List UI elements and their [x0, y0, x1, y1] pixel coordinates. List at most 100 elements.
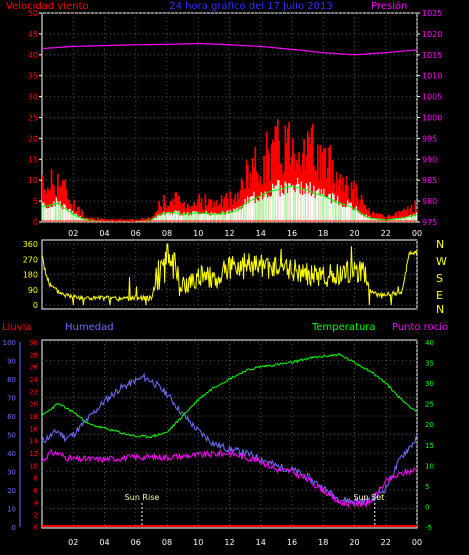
wind-avg-bar [353, 209, 355, 222]
pressure-y-tick-label: 980 [422, 197, 437, 206]
wind-x-tick-label: 18 [318, 229, 328, 238]
wind-avg-bar [64, 204, 67, 222]
wind-avg-bar [227, 210, 229, 222]
wind-avg-bar [63, 203, 65, 222]
wind-gust-bar [277, 119, 279, 222]
wind-avg-bar [49, 206, 52, 222]
direction-y-tick-label: 90 [28, 286, 38, 295]
wind-gust-bar [257, 174, 259, 222]
wind-avg-bar [318, 188, 320, 222]
wind-avg-bar [268, 195, 270, 222]
wind-x-tick-label: 20 [349, 229, 359, 238]
pressure-y-tick-label: 1015 [422, 51, 442, 60]
wind-gust-bar [60, 187, 63, 222]
wind-gust-bar [319, 144, 322, 222]
rain-y-tick-label: 22 [29, 388, 38, 396]
wind-gust-bar [129, 218, 132, 222]
wind-avg-bar [405, 216, 408, 222]
rain-y-tick-label: 16 [29, 425, 38, 433]
wind-avg-bar [240, 209, 243, 222]
wind-avg-bar [413, 214, 415, 222]
wind-gust-bar [224, 196, 227, 222]
wind-avg-bar [314, 198, 317, 222]
wind-avg-bar [370, 218, 373, 222]
wind-avg-bar [377, 218, 379, 222]
thp-x-tick-label: 20 [349, 538, 359, 547]
wind-avg-bar [224, 214, 227, 222]
wind-avg-bar [298, 183, 300, 222]
wind-avg-bar [193, 211, 195, 222]
wind-avg-bar [70, 211, 73, 222]
humidity-y-tick-label: 0 [12, 524, 16, 532]
wind-gust-bar [97, 217, 99, 222]
wind-y-tick-label: 45 [28, 30, 38, 39]
rain-y-tick-label: 6 [34, 487, 39, 495]
wind-avg-bar [309, 181, 312, 222]
direction-label-s: S [436, 272, 443, 285]
wind-gust-bar [307, 131, 309, 222]
wind-gust-bar [275, 127, 278, 222]
wind-gust-bar [292, 138, 294, 222]
wind-gust-bar [225, 192, 228, 222]
wind-avg-bar [354, 209, 357, 222]
wind-avg-bar [202, 213, 204, 222]
wind-avg-bar [190, 215, 193, 222]
wind-avg-bar [307, 185, 309, 222]
wind-avg-bar [373, 218, 375, 222]
wind-gust-bar [57, 173, 59, 222]
wind-gust-bar [169, 201, 172, 222]
wind-gust-bar [163, 194, 165, 222]
temperature-y-tick-label: 20 [425, 421, 434, 429]
wind-gust-bar [339, 173, 342, 222]
wind-avg-bar [393, 218, 395, 222]
rain-y-tick-label: 18 [29, 413, 38, 421]
wind-gust-bar [229, 191, 232, 222]
wind-gust-bar [285, 143, 288, 222]
rain-label: Lluvia [2, 322, 32, 333]
wind-avg-bar [317, 189, 319, 222]
wind-speed-title: Velocidad viento [6, 1, 89, 12]
wind-avg-bar [392, 218, 394, 222]
wind-avg-bar [187, 211, 189, 222]
wind-avg-bar [400, 217, 403, 222]
wind-avg-bar [255, 199, 258, 222]
wind-avg-bar [399, 217, 402, 222]
wind-avg-bar [233, 208, 235, 222]
wind-avg-bar [367, 217, 369, 222]
wind-gust-bar [197, 199, 199, 222]
wind-gust-bar [387, 215, 389, 222]
wind-gust-bar [352, 189, 354, 222]
wind-avg-bar [404, 218, 407, 222]
wind-gust-bar [355, 184, 358, 222]
wind-avg-bar [175, 210, 178, 222]
wind-avg-bar [302, 194, 304, 222]
wind-x-tick-label: 12 [224, 229, 234, 238]
wind-gust-bar [247, 165, 249, 222]
wind-avg-bar [342, 207, 344, 222]
wind-avg-bar [324, 196, 327, 222]
wind-avg-bar [185, 213, 188, 222]
wind-avg-bar [199, 213, 202, 222]
wind-gust-bar [279, 164, 282, 222]
wind-gust-bar [77, 206, 79, 222]
wind-gust-bar [335, 171, 338, 222]
wind-gust-bar [272, 139, 274, 222]
wind-gust-bar [372, 211, 374, 222]
wind-gust-bar [327, 167, 329, 222]
humidity-y-tick-label: 20 [7, 487, 16, 495]
wind-avg-bar [160, 214, 163, 222]
wind-avg-bar [178, 210, 180, 222]
wind-x-tick-label: 02 [68, 229, 78, 238]
wind-avg-bar [338, 205, 340, 222]
wind-avg-bar [184, 214, 187, 222]
pressure-y-tick-label: 1000 [422, 114, 442, 123]
wind-avg-bar [305, 183, 308, 222]
wind-avg-bar [225, 211, 228, 222]
thp-x-tick-label: 04 [99, 538, 109, 547]
wind-avg-bar [180, 214, 183, 222]
wind-avg-bar [299, 193, 302, 222]
wind-gust-bar [383, 216, 385, 222]
sun-markers: Sun Rise Sun Set [125, 493, 384, 527]
wind-gust-bar [375, 213, 378, 222]
